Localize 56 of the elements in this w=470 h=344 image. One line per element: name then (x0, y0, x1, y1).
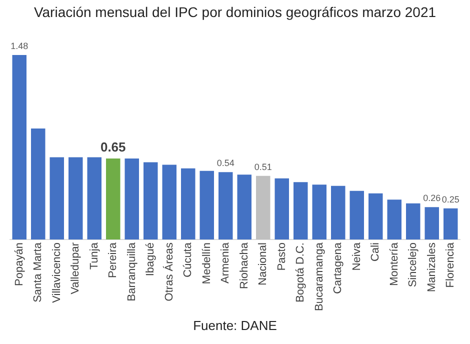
bar (50, 157, 64, 240)
bar (68, 157, 83, 240)
bar (237, 174, 252, 240)
bar (181, 168, 196, 240)
x-tick-label: Neiva (350, 242, 363, 271)
x-tick-label: Nacional (257, 242, 270, 286)
bar (256, 176, 270, 240)
x-tick-label: Medellín (200, 242, 213, 284)
bar (124, 158, 139, 240)
chart-title: Variación mensual del IPC por dominios geográficos marzo 2021 (32, 4, 438, 20)
bar (106, 158, 120, 240)
data-label: 0.25 (442, 194, 460, 204)
x-tick-label: Cali (370, 242, 382, 262)
data-label: 0.51 (254, 162, 272, 172)
bar (387, 200, 402, 240)
x-tick-label: Otras Áreas (162, 242, 176, 302)
x-tick-label: Popayán (13, 242, 26, 286)
bar (424, 207, 439, 240)
x-tick-label: Cúcuta (182, 242, 194, 278)
bar (144, 162, 158, 240)
bar (31, 128, 46, 240)
x-tick-label: Barranquilla (126, 242, 138, 302)
x-tick-label: Tunja (88, 242, 100, 270)
bar (350, 190, 364, 240)
bar (406, 203, 420, 240)
x-tick-label: Manizales (426, 242, 438, 292)
bar (162, 164, 176, 240)
x-tick-label: Santa Marta (32, 242, 44, 302)
x-tick-label: Armenia (220, 242, 232, 284)
data-label: 0.65 (100, 140, 126, 155)
x-tick-label: Villavicencio (50, 242, 63, 303)
x-tick-label: Valledupar (70, 242, 82, 294)
bar (294, 182, 308, 240)
x-tick-label: Ibagué (144, 242, 157, 276)
x-tick-label: Sincelejo (407, 242, 420, 288)
x-tick-label: Bogotá D.C. (294, 242, 307, 302)
bar (200, 170, 214, 240)
x-tick-label: Bucaramanga (313, 242, 326, 312)
x-tick-label: Riohacha (238, 242, 250, 289)
bar (87, 157, 102, 240)
bar (218, 172, 233, 240)
bar (444, 208, 458, 240)
bar (312, 184, 326, 240)
bar (331, 186, 346, 240)
source-note: Fuente: DANE (192, 318, 278, 333)
data-label: 0.54 (216, 158, 234, 168)
data-label: 0.26 (423, 193, 441, 204)
data-label: 1.48 (10, 40, 28, 51)
x-tick-label: Florencia (444, 242, 457, 288)
x-tick-label: Pereira (107, 242, 120, 278)
bar (368, 193, 383, 240)
x-tick-label: Pasto (276, 242, 288, 271)
bar (274, 178, 289, 240)
bar (12, 54, 26, 240)
x-tick-label: Montería (388, 242, 400, 286)
x-tick-label: Cartagena (332, 242, 344, 294)
